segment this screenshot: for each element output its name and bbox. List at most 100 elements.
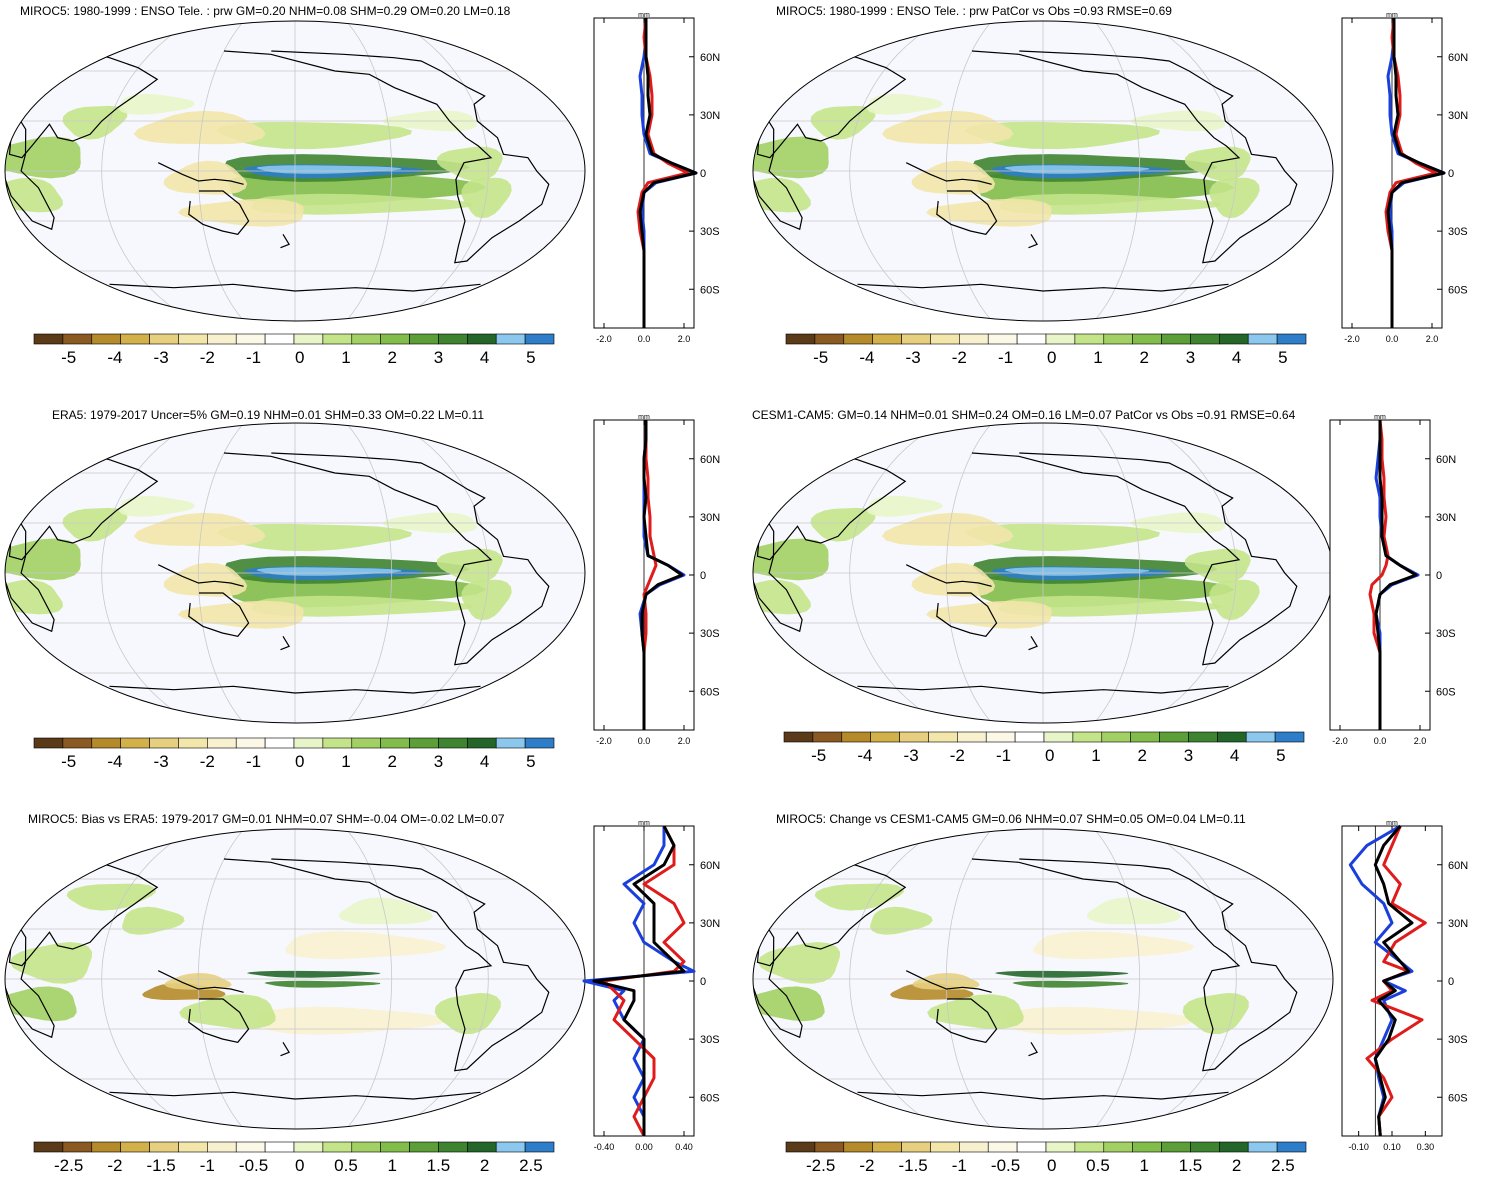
colorbar-label: 0 [295, 752, 304, 771]
field-patch [133, 512, 266, 547]
longitude-gridline [101, 829, 193, 1129]
field-patch [753, 580, 811, 615]
colorbar-box [785, 333, 816, 345]
y-tick-label: 60N [700, 52, 720, 64]
colorbar-box [843, 333, 873, 345]
colorbar-label: 5 [526, 348, 535, 367]
colorbar-label: 2 [1137, 746, 1146, 765]
colorbar-label: -1.5 [898, 1156, 927, 1175]
y-tick-label: 30S [1436, 628, 1456, 640]
longitude-gridline [197, 21, 245, 321]
colorbar-box [785, 1141, 816, 1153]
colorbar-box [1245, 731, 1276, 743]
longitude-gridline [397, 423, 489, 723]
field-patch [437, 146, 503, 181]
field-patch [461, 177, 512, 219]
colorbar-box [409, 737, 439, 749]
colorbar-box [841, 731, 871, 743]
field-patch [925, 600, 1052, 629]
y-tick-label: 30N [1436, 512, 1456, 524]
x-tick-label: -0.10 [1348, 1142, 1369, 1152]
colorbar-box [264, 333, 295, 345]
coastline-nz [280, 233, 290, 249]
colorbar-label: 1 [1093, 348, 1102, 367]
colorbar-label: -2.5 [806, 1156, 835, 1175]
coastline-africa [753, 519, 803, 633]
coastline-americas [971, 858, 1298, 1072]
coastline-nz [280, 635, 290, 651]
zonal-series-black [1374, 420, 1418, 730]
coastline-indonesia [157, 970, 244, 993]
colorbar-box [930, 333, 960, 345]
field-patch [881, 512, 1014, 547]
colorbar-label: -1.5 [146, 1156, 175, 1175]
map-border [4, 20, 586, 322]
colorbar-box [524, 1141, 555, 1153]
field-patch [867, 93, 943, 115]
field-patch [179, 994, 276, 1030]
y-tick-label: 30S [1448, 226, 1468, 238]
colorbar-box [264, 1141, 295, 1153]
field-patch [1182, 993, 1249, 1034]
y-tick-label: 60S [1448, 1092, 1468, 1104]
field-patch [119, 495, 195, 517]
coastline-africa [753, 117, 803, 231]
map-border [752, 828, 1334, 1130]
coastline-nz [1028, 635, 1038, 651]
y-tick-label: 0 [1436, 570, 1442, 582]
field-patch [250, 193, 475, 215]
panel-title-mid-left: ERA5: 1979-2017 Uncer=5% GM=0.19 NHM=0.0… [52, 408, 485, 422]
x-tick-label: 0.0 [638, 736, 651, 746]
y-tick-label: 30S [700, 1034, 720, 1046]
x-tick-label: 0.0 [638, 334, 651, 344]
colorbar-box [928, 731, 958, 743]
map-mid-right [752, 422, 1334, 724]
colorbar-label: 1 [1091, 746, 1100, 765]
field-patch [216, 121, 412, 150]
field-patch [911, 160, 996, 195]
colorbar-box [120, 333, 150, 345]
colorbar-label: -1 [246, 752, 261, 771]
map-top-right [752, 20, 1334, 322]
colorbar-label: 3 [1186, 348, 1195, 367]
field-patch [258, 1006, 448, 1035]
panel-title-bottom-left: MIROC5: Bias vs ERA5: 1979-2017 GM=0.01 … [28, 812, 505, 826]
colorbar-box [235, 1141, 266, 1153]
field-patch [1033, 931, 1194, 960]
colorbar-label: 1.5 [1179, 1156, 1203, 1175]
colorbar-label: 2 [480, 1156, 489, 1175]
colorbar-box [409, 1141, 439, 1153]
colorbar-box [959, 1141, 989, 1153]
field-patch [1006, 1006, 1196, 1035]
coastline-australia [188, 190, 250, 235]
field-patch [216, 523, 412, 552]
colorbar-box [901, 1141, 931, 1153]
colorbar-box [812, 731, 843, 743]
colorbar-box [1190, 1141, 1220, 1153]
zonal-mean-bottom-left: mm -0.40 0.00 0.40 60N 30N 0 30S 60S [582, 820, 720, 1152]
map-border [4, 828, 586, 1130]
field-patch [927, 994, 1024, 1030]
y-tick-label: 60N [700, 860, 720, 872]
colorbar-box [1159, 731, 1189, 743]
longitude-gridline [397, 21, 489, 321]
x-tick-label: 0.30 [1417, 1142, 1435, 1152]
colorbar-label: -2 [200, 348, 215, 367]
colorbar-label: 4 [480, 348, 489, 367]
colorbar-label: 0.5 [1086, 1156, 1110, 1175]
coastline-antarctica [109, 685, 481, 694]
colorbar-box [120, 737, 150, 749]
colorbar-label: 2 [1232, 1156, 1241, 1175]
field-patch [250, 595, 475, 617]
colorbar-label: -1 [998, 348, 1013, 367]
longitude-gridline [945, 21, 993, 321]
colorbar-box [293, 1141, 324, 1153]
y-tick-label: 30N [700, 110, 720, 122]
unit-label: mm [638, 820, 650, 827]
colorbar-label: -2 [952, 348, 967, 367]
colorbar-box [524, 333, 555, 345]
colorbar-box [1074, 1141, 1105, 1153]
colorbar-bottom-left: -2.5 -2 -1.5 -1 -0.5 0 0.5 1 1.5 2 2.5 [33, 1141, 555, 1175]
map-bottom-left [4, 828, 586, 1130]
y-tick-label: 30S [1448, 1034, 1468, 1046]
